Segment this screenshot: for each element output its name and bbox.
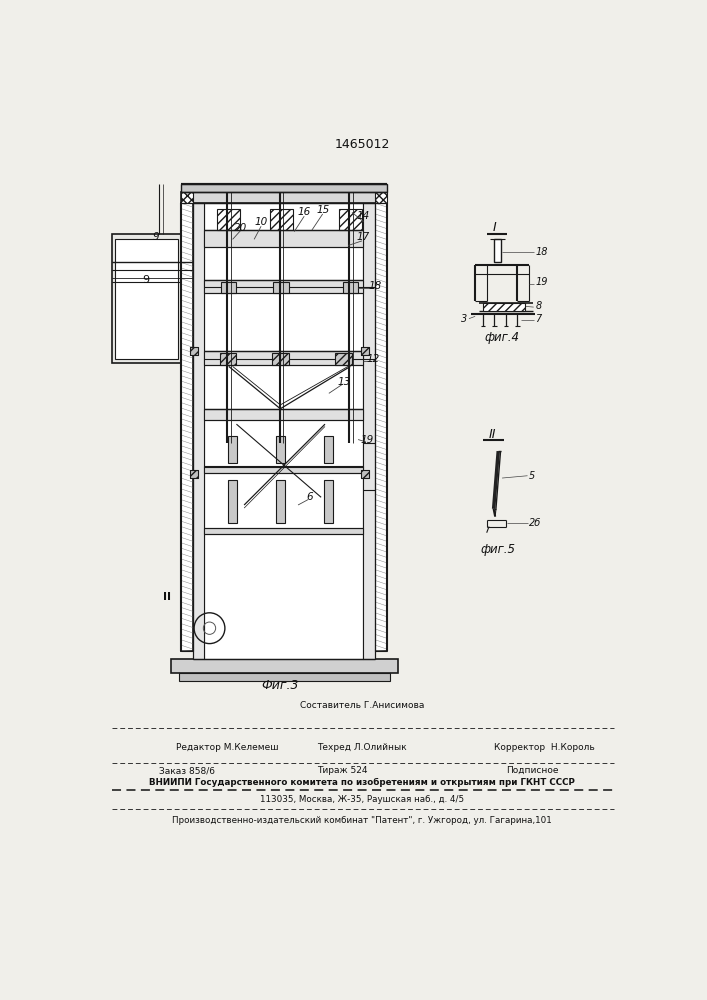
Text: 6: 6 [306,492,313,502]
Bar [276,436,285,463]
Bar [325,436,334,463]
Text: 16: 16 [298,207,311,217]
Bar [115,239,178,359]
Bar [190,470,198,478]
Bar [181,192,192,203]
Text: 13: 13 [338,377,351,387]
Bar [204,351,363,365]
Text: 9: 9 [152,232,159,242]
Text: 18: 18 [535,247,548,257]
Text: 3: 3 [461,314,467,324]
Bar [204,280,363,293]
Text: ВНИИПИ Государственного комитета по изобретениям и открытиям при ГКНТ СССР: ВНИИПИ Государственного комитета по изоб… [149,778,575,787]
Text: 12: 12 [367,354,380,364]
Bar [181,192,387,203]
Bar [204,230,363,247]
Bar [181,203,192,651]
Bar [276,480,285,523]
Text: II: II [489,428,496,441]
Text: Редактор М.Келемеш: Редактор М.Келемеш [176,743,279,752]
Text: 7: 7 [535,314,542,324]
Bar [361,347,369,355]
Bar [204,203,363,659]
Bar [228,480,238,523]
Bar [269,209,293,230]
Text: Производственно-издательский комбинат "Патент", г. Ужгород, ул. Гагарина,101: Производственно-издательский комбинат "П… [172,816,552,825]
Bar [343,282,358,293]
Bar [339,209,362,230]
Bar [228,436,238,463]
Text: I: I [493,221,496,234]
Bar [493,239,501,262]
Text: Заказ 858/6: Заказ 858/6 [160,766,216,775]
Bar [325,480,334,523]
Bar [190,347,198,355]
Bar [179,673,390,681]
Text: 14: 14 [357,211,370,221]
Text: 19: 19 [361,435,374,445]
Text: 8: 8 [535,301,542,311]
Bar [274,282,288,293]
Bar [204,466,363,473]
Bar [192,203,204,659]
Text: 1465012: 1465012 [334,138,390,151]
Bar [204,528,363,534]
Bar [219,353,236,365]
Bar [217,209,240,230]
Bar [361,470,369,478]
Text: Корректор  Н.Король: Корректор Н.Король [494,743,595,752]
Bar [375,203,387,651]
Text: 17: 17 [357,232,370,242]
Text: 18: 18 [368,281,382,291]
Bar [221,282,236,293]
Bar [171,659,398,673]
Bar [363,203,375,659]
Bar [190,470,198,478]
Bar [272,353,288,365]
Text: фиг.4: фиг.4 [484,331,520,344]
Text: Составитель Г.Анисимова: Составитель Г.Анисимова [300,701,424,710]
Text: 19: 19 [535,277,548,287]
Bar [112,234,181,363]
Text: 9: 9 [142,275,149,285]
Bar [181,184,387,192]
Bar [361,470,369,478]
Bar [375,192,387,203]
Text: Тираж 524: Тираж 524 [317,766,368,775]
Text: Фиг.3: Фиг.3 [262,679,299,692]
Text: 15: 15 [317,205,330,215]
Text: фиг.5: фиг.5 [481,543,515,556]
Text: 2б: 2б [529,518,542,528]
Bar [181,203,192,651]
Text: 10: 10 [255,217,268,227]
Text: Подписное: Подписное [506,766,559,775]
Text: 20: 20 [234,223,247,233]
Text: II: II [163,592,171,602]
Bar [361,347,369,355]
Text: Техред Л.Олийнык: Техред Л.Олийнык [317,743,407,752]
Bar [190,347,198,355]
Text: 113035, Москва, Ж-35, Раушская наб., д. 4/5: 113035, Москва, Ж-35, Раушская наб., д. … [260,795,464,804]
Bar [204,409,363,420]
Bar [483,303,525,311]
Text: 5: 5 [529,471,535,481]
Bar [335,353,352,365]
